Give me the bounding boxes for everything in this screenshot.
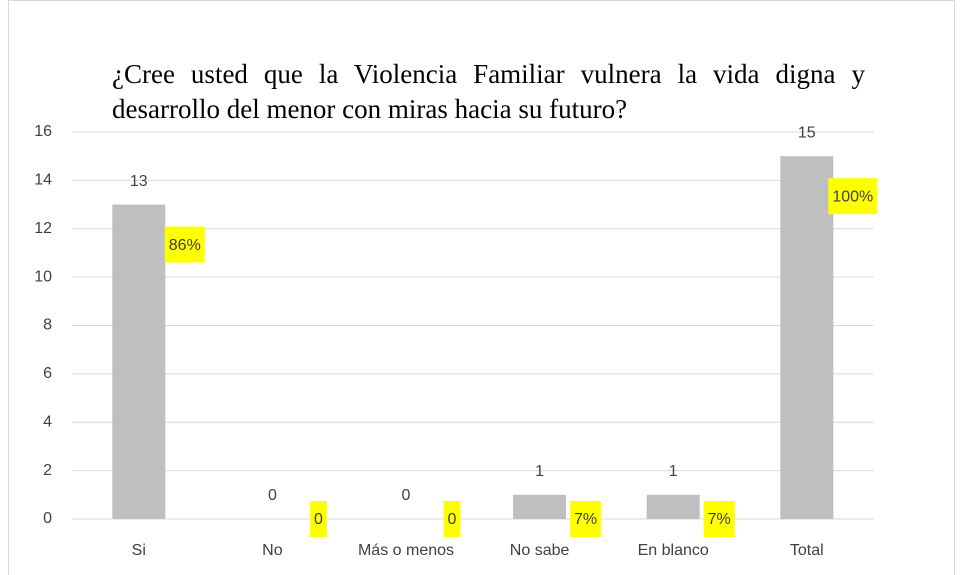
y-tick-label: 4 bbox=[43, 413, 52, 430]
value-label: 13 bbox=[130, 173, 148, 190]
chart-title: ¿Cree usted que la Violencia Familiar vu… bbox=[112, 59, 865, 124]
y-tick-label: 0 bbox=[43, 510, 52, 527]
value-label: 0 bbox=[268, 487, 277, 504]
x-tick-label: Más o menos bbox=[358, 542, 454, 559]
bar bbox=[112, 204, 166, 519]
x-tick-label: No bbox=[262, 542, 283, 559]
chart-frame bbox=[8, 0, 955, 575]
y-tick-label: 16 bbox=[34, 123, 52, 140]
bar bbox=[780, 156, 834, 519]
percentage-box bbox=[703, 501, 735, 537]
percentage-label: 0 bbox=[448, 511, 457, 528]
x-tick-label: Si bbox=[132, 542, 146, 559]
percentage-label: 86% bbox=[169, 237, 201, 254]
percentage-box bbox=[443, 501, 461, 537]
percentage-box bbox=[570, 501, 602, 537]
y-tick-label: 6 bbox=[43, 365, 52, 382]
percentage-label: 0 bbox=[314, 511, 323, 528]
x-tick-label: No sabe bbox=[510, 542, 570, 559]
percentage-box bbox=[164, 226, 205, 263]
percentage-label: 100% bbox=[832, 188, 873, 205]
x-tick-label: Total bbox=[790, 542, 824, 559]
value-label: 1 bbox=[669, 463, 678, 480]
percentage-label: 7% bbox=[574, 511, 597, 528]
x-tick-label: En blanco bbox=[638, 542, 709, 559]
percentage-box bbox=[309, 501, 327, 537]
percentage-label: 7% bbox=[708, 511, 731, 528]
bar bbox=[513, 494, 567, 519]
y-tick-label: 2 bbox=[43, 462, 52, 479]
y-tick-label: 8 bbox=[43, 317, 52, 334]
value-label: 1 bbox=[535, 463, 544, 480]
y-tick-label: 10 bbox=[34, 268, 52, 285]
bar bbox=[646, 494, 700, 519]
y-tick-label: 12 bbox=[34, 220, 52, 237]
percentage-box bbox=[828, 178, 878, 215]
value-label: 15 bbox=[798, 124, 816, 141]
value-label: 0 bbox=[402, 487, 411, 504]
y-tick-label: 14 bbox=[34, 172, 52, 189]
